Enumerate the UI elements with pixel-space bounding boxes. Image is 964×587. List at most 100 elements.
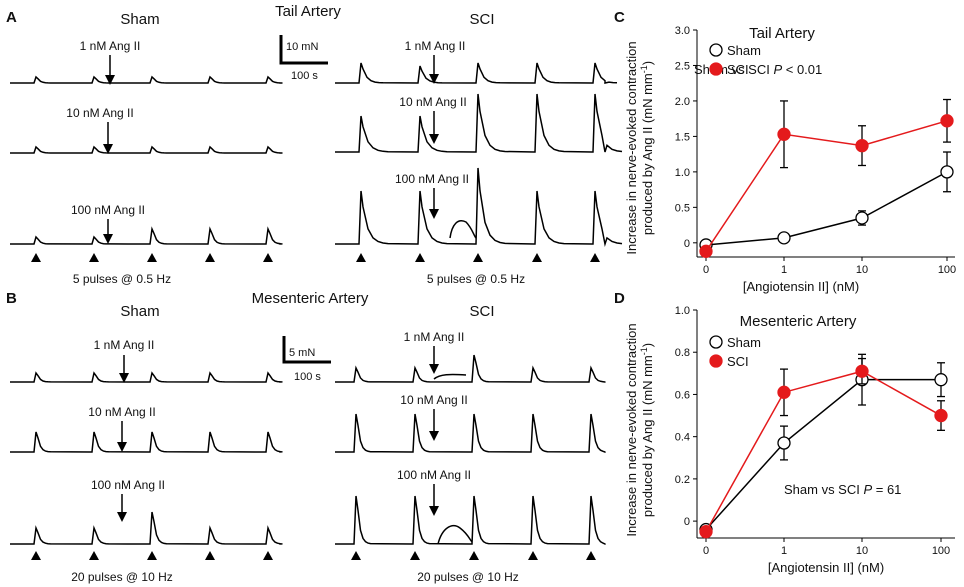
panel-b-scale-y: 5 mN [289,347,315,359]
chart-c-x-tick-label-0: 0 [703,264,709,276]
chart-d-sci-point-3 [934,408,948,423]
marker-b-sci-0 [351,551,361,560]
panel-a-title: Tail Artery [275,3,341,20]
chart-d-sci-point-1 [777,385,791,399]
chart-d-x-tick-label-2: 10 [856,545,868,557]
panel-a-sham-stim: 5 pulses @ 0.5 Hz [73,272,171,286]
trace-a-sci-1 [335,62,618,84]
marker-a-sham-3 [205,253,215,262]
trace-a-sci-3-hump [449,220,477,239]
chart-c-x-tick-label-2: 10 [856,264,868,276]
panel-b-sham-stim: 20 pulses @ 10 Hz [71,570,173,584]
chart-d-sci-point-2 [855,364,869,378]
chart-d-y-tick-label-2: 0.4 [675,432,690,444]
chart-c-y-tick-label-6: 3.0 [675,25,690,37]
trace-a-sham-2 [10,145,283,154]
chart-c: Tail Artery Sham vs SCI P < 0.01 [Angiot… [624,25,956,294]
chart-c-sci-point-3 [940,114,954,128]
chart-c-y-tick-label-0: 0 [684,238,690,250]
chart-d-y-tick-label-3: 0.6 [675,389,690,401]
chart-c-sham-point-1 [777,231,791,245]
chart-d-y-tick-label-0: 0 [684,516,690,528]
trace-b-sham-3 [10,511,283,545]
trace-b-sci-1-hump [433,373,467,380]
arrow-a-sci-3-head [429,209,439,219]
marker-a-sham-0 [31,253,41,262]
chart-d-legend-label-sham: Sham [727,335,761,350]
panel-letter-c: C [614,9,625,26]
marker-b-sci-1 [410,551,420,560]
marker-a-sci-1 [415,253,425,262]
chart-d-title: Mesenteric Artery [740,313,857,330]
arrow-a-sham-3-head [103,234,113,244]
chart-d-x-tick-label-3: 100 [932,545,950,557]
marker-b-sci-2 [469,551,479,560]
arrow-b-sci-1-head [429,364,439,374]
panel-b-sham-dose-1: 1 nM Ang II [94,338,155,352]
chart-c-title: Tail Artery [749,25,815,42]
panel-a-sci-dose-1: 1 nM Ang II [405,39,466,53]
trace-a-sci-2 [335,93,623,153]
arrow-a-sci-2-head [429,134,439,144]
panel-a-scale-bar [279,35,328,65]
marker-a-sham-4 [263,253,273,262]
marker-b-sham-2 [147,551,157,560]
trace-b-sci-3-hump [437,524,473,545]
trace-b-sci-2 [335,413,606,453]
panel-b-sci-dose-1: 1 nM Ang II [404,330,465,344]
trace-b-sci-3 [335,495,606,545]
chart-c-sham-point-2 [855,211,869,225]
chart-c-sham-line [705,171,948,246]
chart-c-legend-marker-sham [709,43,723,57]
marker-b-sham-0 [31,551,41,560]
marker-a-sham-2 [147,253,157,262]
trace-b-sham-1 [10,371,283,383]
panel-b-sci-stim: 20 pulses @ 10 Hz [417,570,519,584]
panel-letter-b: B [6,290,17,307]
panel-a-scale-y: 10 mN [286,41,318,53]
marker-b-sham-1 [89,551,99,560]
chart-c-y-tick-label-1: 0.5 [675,202,690,214]
chart-d-y-tick-label-1: 0.2 [675,474,690,486]
arrow-b-sci-2-head [429,431,439,441]
panel-letter-a: A [6,9,17,26]
panel-a-sci-title: SCI [469,11,494,28]
marker-a-sham-1 [89,253,99,262]
chart-d-sci-line [705,370,942,533]
chart-d: Mesenteric Artery Sham vs SCI P = 61 [An… [624,305,955,575]
chart-d-x-tick-label-1: 1 [781,545,787,557]
panel-a-sci-dose-2: 10 nM Ang II [399,95,466,109]
chart-c-sci-line [705,120,948,252]
marker-b-sci-4 [586,551,596,560]
arrow-a-sham-2-head [103,144,113,154]
panel-b-sci-dose-2: 10 nM Ang II [400,393,467,407]
trace-a-sham-3 [10,226,283,245]
panel-b-sham-dose-2: 10 nM Ang II [88,405,155,419]
trace-a-sham-1 [10,75,283,84]
chart-d-sham-line [705,378,941,531]
chart-c-sci-point-0 [699,244,713,258]
panel-a-sci-stim: 5 pulses @ 0.5 Hz [427,272,525,286]
panel-b-scale-x: 100 s [294,371,321,383]
chart-d-sham-point-1 [777,436,791,450]
panel-a-sham-dose-2: 10 nM Ang II [66,106,133,120]
marker-b-sci-3 [528,551,538,560]
chart-c-y-tick-label-4: 2.0 [675,96,690,108]
marker-a-sci-0 [356,253,366,262]
chart-c-sham-point-3 [940,165,954,179]
trace-a-sci-3 [335,167,623,247]
chart-c-ylabel-2: produced by Ang II (mN mm-1) [639,61,655,235]
arrow-a-sham-1-head [105,75,115,85]
panel-a-sham-dose-1: 1 nM Ang II [80,39,141,53]
chart-d-xlabel: [Angiotensin II] (nM) [768,560,884,575]
chart-d-y-tick-label-4: 0.8 [675,347,690,359]
chart-d-x-tick-label-0: 0 [703,545,709,557]
panel-b-title: Mesenteric Artery [252,290,369,307]
trace-b-sci-1 [335,354,606,383]
chart-c-xlabel: [Angiotensin II] (nM) [743,279,859,294]
chart-c-y-tick-label-3: 1.5 [675,131,690,143]
chart-c-x-tick-label-3: 100 [938,264,956,276]
panel-b-sham-title: Sham [120,303,159,320]
chart-c-sci-point-2 [855,138,869,153]
